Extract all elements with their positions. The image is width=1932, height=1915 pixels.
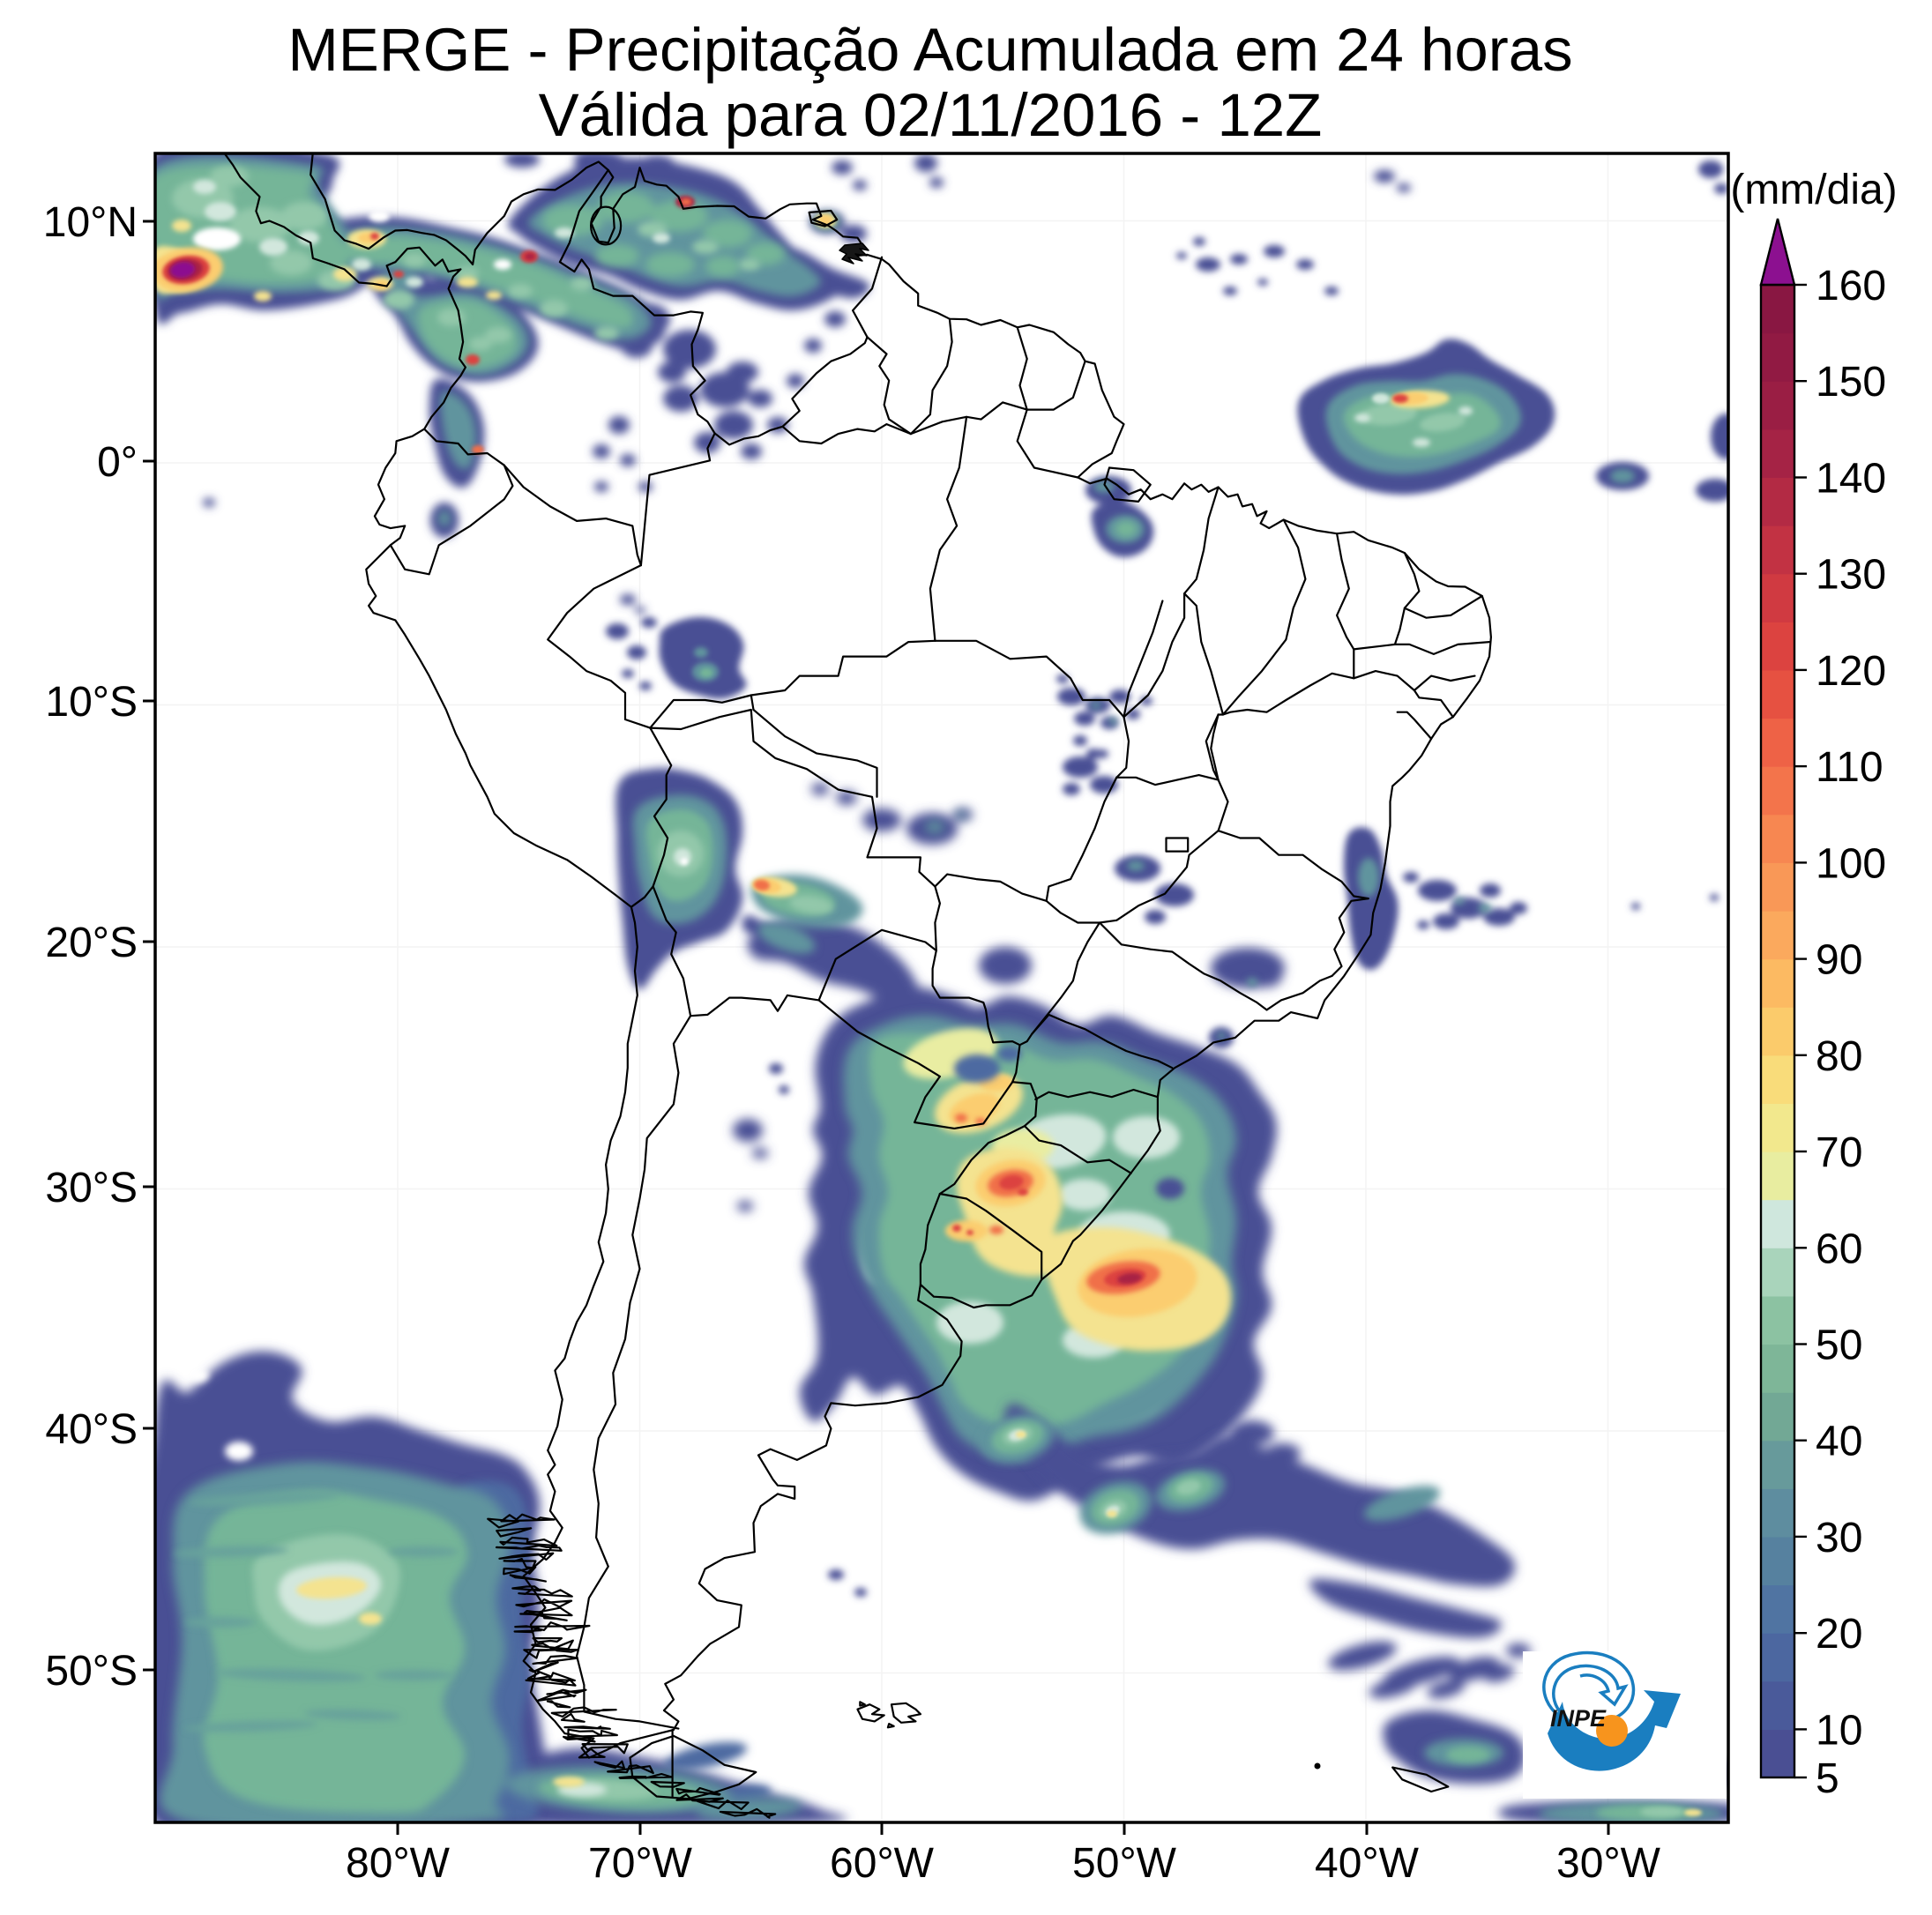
svg-text:INPE: INPE: [1550, 1705, 1607, 1732]
svg-text:160: 160: [1816, 263, 1886, 309]
svg-text:120: 120: [1816, 648, 1886, 695]
svg-text:MERGE - Precipitação Acumulada: MERGE - Precipitação Acumulada em 24 hor…: [287, 16, 1572, 84]
svg-text:70°W: 70°W: [588, 1840, 693, 1887]
svg-text:10: 10: [1816, 1707, 1862, 1754]
svg-text:100: 100: [1816, 840, 1886, 887]
svg-text:70: 70: [1816, 1129, 1862, 1176]
svg-text:40°S: 40°S: [45, 1406, 138, 1453]
svg-text:30°W: 30°W: [1556, 1840, 1661, 1887]
svg-text:10°N: 10°N: [43, 199, 138, 246]
svg-text:60°W: 60°W: [830, 1840, 935, 1887]
svg-text:0°: 0°: [97, 439, 138, 486]
svg-text:5: 5: [1816, 1755, 1839, 1802]
svg-text:80: 80: [1816, 1033, 1862, 1080]
svg-text:(mm/dia): (mm/dia): [1730, 167, 1897, 213]
svg-text:50: 50: [1816, 1323, 1862, 1369]
svg-text:40: 40: [1816, 1419, 1862, 1465]
svg-text:30: 30: [1816, 1515, 1862, 1561]
svg-text:Válida para 02/11/2016 - 12Z: Válida para 02/11/2016 - 12Z: [539, 81, 1323, 149]
svg-text:110: 110: [1816, 744, 1884, 791]
svg-text:50°W: 50°W: [1072, 1840, 1177, 1887]
svg-text:20: 20: [1816, 1611, 1862, 1658]
svg-text:140: 140: [1816, 456, 1886, 503]
svg-text:80°W: 80°W: [346, 1840, 451, 1887]
svg-text:130: 130: [1816, 552, 1886, 599]
svg-text:60: 60: [1816, 1226, 1862, 1272]
svg-text:10°S: 10°S: [45, 679, 138, 726]
svg-text:20°S: 20°S: [45, 920, 138, 966]
svg-text:90: 90: [1816, 937, 1862, 984]
svg-text:40°W: 40°W: [1315, 1840, 1420, 1887]
svg-text:150: 150: [1816, 359, 1886, 406]
svg-text:50°S: 50°S: [45, 1648, 138, 1695]
svg-text:30°S: 30°S: [45, 1165, 138, 1211]
